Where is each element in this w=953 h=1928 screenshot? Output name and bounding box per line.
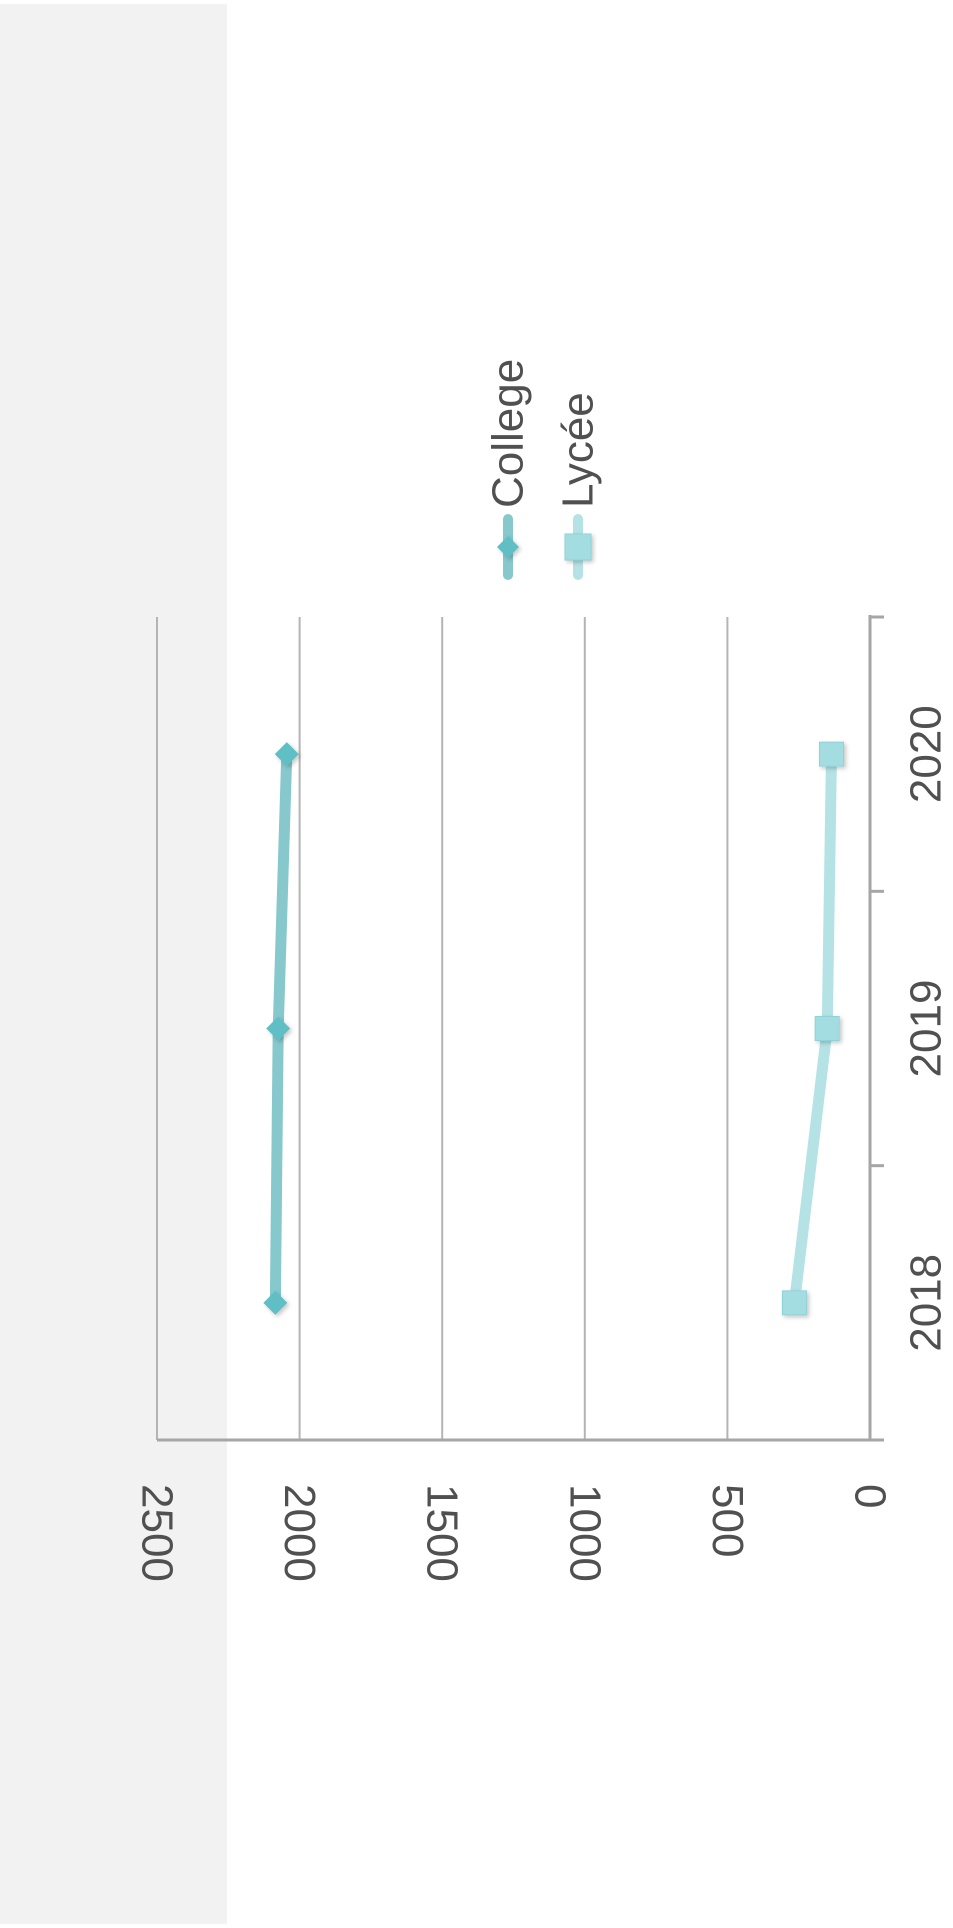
data-point — [274, 742, 299, 767]
gridlines — [156, 617, 729, 1440]
y-tick-label: 2500 — [133, 1484, 182, 1582]
y-tick-label: 0 — [846, 1484, 895, 1508]
series-1 — [781, 741, 844, 1316]
legend-entry: Lycée — [554, 392, 603, 580]
y-tick-label: 500 — [703, 1484, 752, 1557]
legend-marker — [564, 533, 592, 561]
x-tick-label: 2020 — [902, 705, 951, 803]
data-point — [266, 1016, 291, 1041]
y-tick-labels: 0 500 1000 1500 2000 2500 — [133, 1484, 895, 1582]
legend: College Lycée — [484, 359, 603, 580]
y-tick-label: 1500 — [418, 1484, 467, 1582]
series-layer — [263, 741, 844, 1316]
legend-label: College — [484, 359, 533, 508]
legend-marker — [497, 536, 519, 558]
legend-label: Lycée — [554, 392, 603, 508]
x-tick-labels: 2018 2019 2020 — [902, 705, 951, 1352]
y-tick-label: 2000 — [275, 1484, 324, 1582]
data-point — [814, 1016, 840, 1041]
data-point — [818, 741, 844, 767]
data-point — [263, 1290, 288, 1315]
axes — [157, 615, 884, 1442]
data-point — [781, 1290, 807, 1316]
x-tick-label: 2019 — [902, 980, 951, 1078]
legend-entry: College — [484, 359, 533, 580]
series-0 — [263, 742, 299, 1315]
background-band — [0, 4, 227, 1924]
x-tick-label: 2018 — [902, 1254, 951, 1352]
y-tick-label: 1000 — [560, 1484, 609, 1582]
